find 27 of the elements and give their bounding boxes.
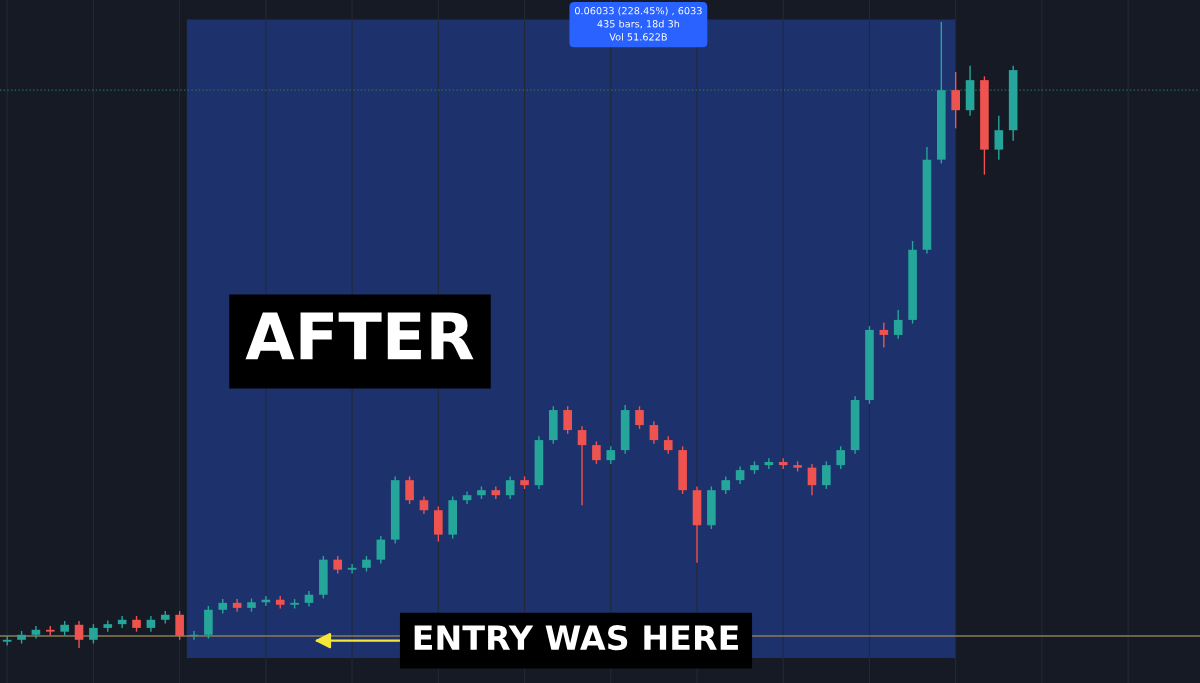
candlestick	[175, 610, 184, 641]
candlestick	[822, 460, 831, 490]
candlestick	[89, 623, 98, 645]
candlestick	[405, 475, 414, 505]
candlestick	[649, 420, 659, 445]
candlestick	[879, 321, 889, 349]
candlestick	[74, 620, 84, 649]
candlestick	[577, 425, 587, 506]
annotation: ENTRY WAS HERE	[414, 625, 738, 651]
candlestick	[31, 625, 41, 640]
annotation: AFTER	[245, 312, 474, 360]
candlestick	[563, 405, 572, 435]
candlestick	[376, 535, 386, 565]
annotation: 0.06033 (228.45%) , 6033 435 bars, 18d 3h Vol 51.622B	[574, 6, 702, 41]
candlestick	[951, 71, 960, 130]
candlestick	[807, 463, 817, 496]
candlestick	[893, 309, 903, 340]
candlestick	[491, 485, 501, 500]
candlestick	[462, 490, 472, 505]
candlestick	[635, 405, 644, 430]
candlestick	[347, 563, 357, 575]
candlestick	[836, 445, 846, 470]
candlestick	[994, 115, 1004, 161]
candlestick	[592, 440, 601, 465]
candlestick	[2, 635, 12, 647]
candlestick	[505, 475, 515, 500]
candlestick	[232, 598, 242, 613]
